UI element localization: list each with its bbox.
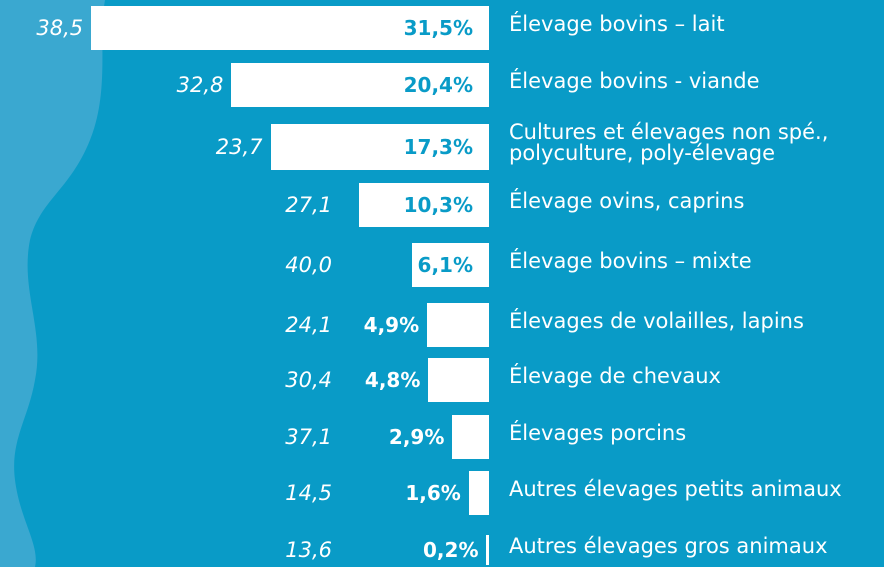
category-label: Autres élevages gros animaux — [509, 533, 828, 558]
bar — [486, 535, 489, 565]
value-label: 4,9% — [363, 313, 420, 337]
value-label: 17,3% — [403, 135, 473, 159]
category-label: Élevages de volailles, lapins — [509, 308, 804, 333]
bar — [91, 6, 489, 50]
value-label: 20,4% — [403, 73, 473, 97]
category-label: Élevage bovins – mixte — [509, 248, 752, 273]
value-label: 1,6% — [405, 481, 461, 505]
category-label: Élevage de chevaux — [509, 363, 721, 388]
other-value-label: 37,1 — [285, 425, 332, 449]
bar — [468, 471, 489, 515]
bar — [427, 303, 489, 347]
other-value-label: 32,8 — [176, 73, 224, 97]
category-label: Élevage ovins, caprins — [509, 188, 745, 213]
category-label: Élevage bovins – lait — [509, 11, 725, 36]
other-value-label: 23,7 — [215, 135, 263, 159]
category-label: Élevage bovins - viande — [509, 68, 760, 93]
value-label: 10,3% — [403, 193, 473, 217]
bar — [411, 243, 489, 287]
value-label: 2,9% — [388, 425, 445, 449]
category-label: Autres élevages petits animaux — [509, 476, 842, 501]
value-label: 6,1% — [417, 253, 473, 277]
bar — [428, 358, 489, 402]
other-value-label: 27,1 — [285, 193, 332, 217]
other-value-label: 24,1 — [285, 313, 332, 337]
other-value-label: 40,0 — [285, 253, 332, 277]
category-label: Cultures et élevages non spé., polycultu… — [509, 120, 829, 165]
other-value-label: 14,5 — [285, 481, 332, 505]
other-value-label: 30,4 — [285, 368, 332, 392]
value-label: 4,8% — [364, 368, 421, 392]
bar — [270, 124, 489, 170]
category-label: Élevages porcins — [509, 420, 687, 445]
bar — [231, 63, 489, 107]
bar — [358, 183, 489, 227]
value-label: 31,5% — [403, 16, 473, 40]
value-label: 0,2% — [423, 538, 479, 562]
other-value-label: 13,6 — [285, 538, 332, 562]
bar — [452, 415, 489, 459]
other-value-label: 38,5 — [36, 16, 84, 40]
